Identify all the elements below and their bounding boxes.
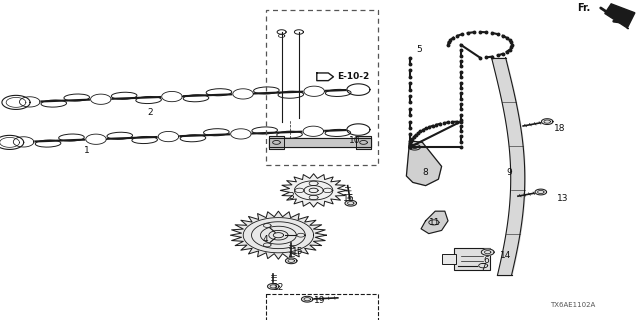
Polygon shape bbox=[481, 249, 494, 255]
Text: Fr.: Fr. bbox=[577, 3, 590, 13]
Text: 19: 19 bbox=[314, 296, 326, 305]
Polygon shape bbox=[605, 4, 635, 29]
Bar bbox=[266, 10, 378, 165]
Text: 4: 4 bbox=[263, 236, 268, 244]
Text: 12: 12 bbox=[273, 284, 284, 292]
Polygon shape bbox=[268, 284, 279, 289]
Polygon shape bbox=[303, 126, 324, 136]
Polygon shape bbox=[285, 258, 297, 264]
Polygon shape bbox=[230, 129, 251, 139]
Polygon shape bbox=[158, 132, 179, 142]
Polygon shape bbox=[86, 134, 106, 144]
Polygon shape bbox=[356, 136, 371, 149]
Polygon shape bbox=[347, 124, 370, 135]
Text: 18: 18 bbox=[554, 124, 566, 132]
Polygon shape bbox=[269, 138, 371, 147]
Text: 1: 1 bbox=[84, 146, 89, 155]
Polygon shape bbox=[317, 73, 333, 81]
Text: 11: 11 bbox=[429, 218, 441, 227]
Text: 14: 14 bbox=[500, 252, 511, 260]
Text: 13: 13 bbox=[557, 194, 569, 203]
Polygon shape bbox=[479, 263, 488, 268]
Polygon shape bbox=[2, 95, 30, 109]
Polygon shape bbox=[91, 94, 111, 104]
Polygon shape bbox=[535, 189, 547, 195]
Polygon shape bbox=[280, 174, 347, 207]
Polygon shape bbox=[0, 135, 24, 149]
Text: 10: 10 bbox=[349, 136, 361, 145]
Polygon shape bbox=[345, 200, 356, 206]
Text: 16: 16 bbox=[343, 194, 355, 203]
Polygon shape bbox=[541, 119, 553, 124]
Text: 8: 8 bbox=[423, 168, 428, 177]
Text: TX6AE1102A: TX6AE1102A bbox=[550, 302, 595, 308]
Polygon shape bbox=[406, 141, 442, 186]
Text: 9: 9 bbox=[506, 168, 511, 177]
Polygon shape bbox=[347, 84, 370, 95]
Polygon shape bbox=[301, 296, 313, 302]
Polygon shape bbox=[230, 211, 326, 259]
Polygon shape bbox=[421, 211, 448, 234]
Text: 6: 6 bbox=[484, 256, 489, 265]
Text: 7: 7 bbox=[481, 263, 486, 272]
Text: 15: 15 bbox=[292, 247, 303, 256]
Polygon shape bbox=[233, 89, 253, 99]
Polygon shape bbox=[162, 92, 182, 102]
Polygon shape bbox=[269, 136, 284, 149]
Bar bbox=[266, 294, 378, 320]
Text: 3: 3 bbox=[289, 192, 294, 201]
Bar bbox=[442, 254, 456, 264]
Text: E-10-2: E-10-2 bbox=[337, 72, 369, 81]
Polygon shape bbox=[13, 137, 34, 147]
Polygon shape bbox=[304, 86, 324, 96]
Polygon shape bbox=[19, 97, 40, 107]
Text: 5: 5 bbox=[417, 45, 422, 54]
Text: 2: 2 bbox=[148, 108, 153, 116]
Bar bbox=[454, 248, 490, 270]
